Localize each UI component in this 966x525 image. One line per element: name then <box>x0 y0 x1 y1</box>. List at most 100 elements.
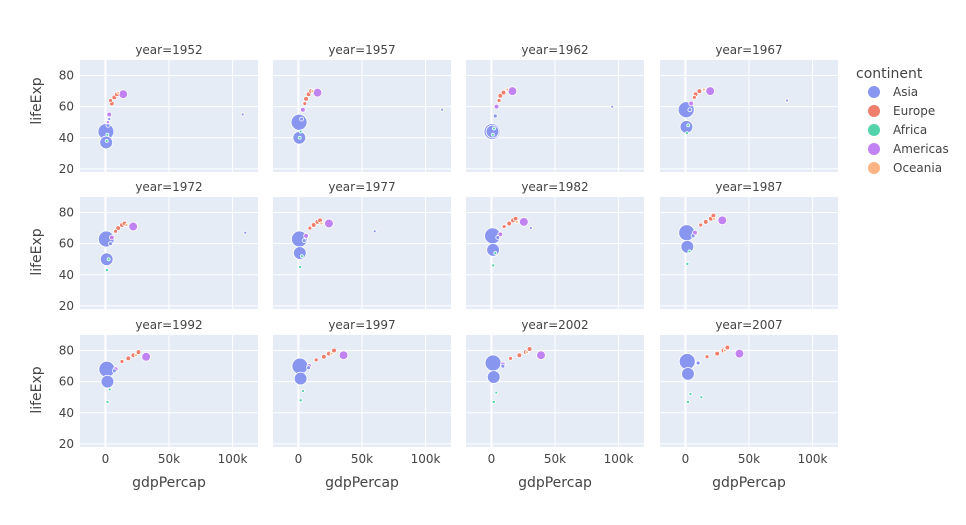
facet-panels: 20 40 60 80 year=1952 year=1957 year=1962 year=… <box>59 43 838 466</box>
y-tick-label: 20 <box>59 437 74 451</box>
bubble-africa <box>687 249 692 254</box>
bubble-africa <box>688 392 693 397</box>
bubble-europe <box>108 98 113 103</box>
x-axis-title-col-2: gdpPercap <box>325 475 399 491</box>
bubbles <box>97 220 248 273</box>
bubble-americas <box>303 233 309 239</box>
bubble-americas <box>688 100 694 107</box>
bubble-oceania <box>722 348 727 353</box>
bubble-africa <box>299 254 304 259</box>
bubble-europe <box>702 219 709 225</box>
bubble-asia <box>680 239 695 254</box>
bubble-asia <box>98 360 116 378</box>
facet-panel-4: year=1967 <box>660 43 838 172</box>
bubbles <box>484 215 533 268</box>
bubble-asia <box>299 116 305 122</box>
bubbles <box>483 86 615 140</box>
facet-panel-6: year=1977 <box>273 180 451 309</box>
x-tick-label: 0 <box>682 452 690 466</box>
bubble-asia <box>240 112 245 117</box>
bubbles <box>291 347 349 403</box>
facet-title: year=1987 <box>715 180 782 194</box>
legend-marker <box>868 162 880 174</box>
bubble-africa <box>490 132 495 137</box>
bubble-americas <box>312 87 323 98</box>
bubble-africa <box>685 131 689 136</box>
y-tick-label: 20 <box>59 162 74 176</box>
bubble-americas <box>300 106 306 113</box>
bubble-africa <box>301 389 305 393</box>
bubble-africa <box>298 129 303 134</box>
bubble-africa <box>105 268 110 273</box>
bubble-asia <box>785 98 790 103</box>
bubble-oceania <box>505 87 510 92</box>
x-axis-title-col-4: gdpPercap <box>712 475 786 491</box>
bubble-americas <box>105 120 110 125</box>
bubble-americas <box>128 221 138 232</box>
bubble-europe <box>704 354 710 360</box>
x-tick-label: 0 <box>102 452 110 466</box>
bubble-asia <box>293 246 307 260</box>
facet-title: year=1982 <box>521 180 588 194</box>
y-tick-label: 80 <box>59 206 74 220</box>
y-tick-label: 80 <box>59 344 74 358</box>
legend-label: Oceania <box>893 161 942 175</box>
x-tick-label: 100k <box>411 452 441 466</box>
facet-panel-8: year=1987 <box>660 180 838 309</box>
bubbles <box>290 87 445 145</box>
x-tick-label: 0 <box>488 452 496 466</box>
bubble-europe <box>698 222 704 228</box>
bubble-asia <box>610 104 615 109</box>
x-axis-title-col-1: gdpPercap <box>132 475 206 491</box>
bubble-africa <box>105 399 110 404</box>
bubble-asia <box>100 374 115 389</box>
bubble-asia <box>484 354 502 372</box>
bubble-asia <box>243 230 248 235</box>
y-tick-label: 60 <box>59 375 74 389</box>
bubble-africa <box>492 126 496 131</box>
facet-title: year=1952 <box>135 43 202 57</box>
x-tick-label: 100k <box>218 452 248 466</box>
bubble-asia <box>290 113 308 131</box>
legend-marker <box>868 86 880 98</box>
legend-label: Europe <box>893 104 935 118</box>
y-axis-title-row-2: lifeExp <box>29 228 45 275</box>
facet-panel-10: 0 50k 100k year=1997 <box>273 318 451 466</box>
bubble-asia <box>306 365 312 371</box>
legend-marker <box>868 105 880 117</box>
legend-item-asia[interactable]: Asia <box>868 85 918 99</box>
bubble-asia <box>495 235 501 240</box>
bubble-americas <box>705 86 716 96</box>
y-tick-label: 60 <box>59 100 74 114</box>
y-tick-label: 40 <box>59 131 74 145</box>
bubble-asia <box>500 363 506 369</box>
bubble-asia <box>440 107 445 112</box>
y-tick-label: 60 <box>59 237 74 251</box>
facet-title: year=1977 <box>328 180 395 194</box>
bubble-asia <box>293 371 308 386</box>
bubble-asia <box>528 226 533 231</box>
facet-title: year=1997 <box>328 318 395 332</box>
legend-item-europe[interactable]: Europe <box>868 104 935 118</box>
bubble-europe <box>303 96 309 102</box>
bubble-oceania <box>310 89 315 94</box>
bubble-europe <box>302 101 308 106</box>
y-axis-title-row-3: lifeExp <box>29 366 45 413</box>
x-tick-label: 0 <box>295 452 303 466</box>
bubble-africa <box>298 264 303 269</box>
x-tick-label: 100k <box>798 452 828 466</box>
bubble-oceania <box>134 353 138 358</box>
legend-item-oceania[interactable]: Oceania <box>868 161 942 175</box>
bubble-europe <box>119 359 125 364</box>
axis-labels: lifeExp lifeExp lifeExp gdpPercap gdpPer… <box>29 77 786 491</box>
bubble-europe <box>310 222 317 228</box>
y-tick-label: 40 <box>59 406 74 420</box>
bubble-europe <box>516 352 523 359</box>
legend-item-africa[interactable]: Africa <box>868 123 927 137</box>
bubble-oceania <box>116 90 121 95</box>
bubble-asia <box>681 367 695 381</box>
bubble-africa <box>104 138 109 143</box>
legend-marker <box>868 143 880 155</box>
legend-item-americas[interactable]: Americas <box>868 142 949 156</box>
bubble-europe <box>307 225 313 231</box>
